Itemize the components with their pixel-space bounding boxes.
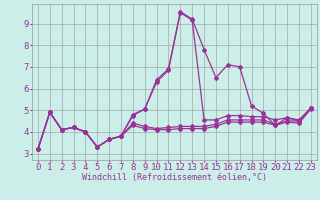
- X-axis label: Windchill (Refroidissement éolien,°C): Windchill (Refroidissement éolien,°C): [82, 173, 267, 182]
